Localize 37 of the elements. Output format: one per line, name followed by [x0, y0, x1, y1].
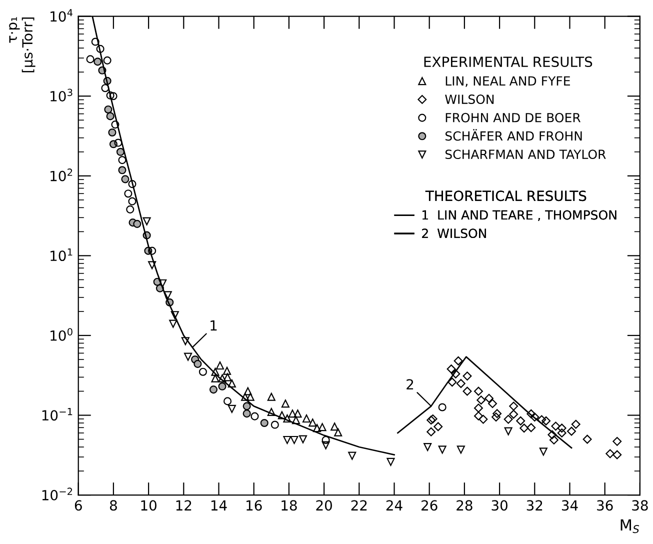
x-tick-label: 16	[246, 500, 262, 511]
y-tick-label: 10$^{0}$	[50, 328, 72, 341]
annotation: 1	[210, 320, 217, 331]
y-tick-label: 10$^{−2}$	[42, 488, 72, 500]
x-tick-label: 18	[282, 500, 297, 511]
legend-label: SCHARFMAN AND TAYLOR	[445, 150, 606, 160]
legend-label: 2 WILSON	[422, 228, 486, 238]
x-tick-label: 14	[211, 500, 227, 510]
y-tick-label: 10$^{1}$	[50, 248, 72, 262]
x-tick-label: 24	[386, 500, 402, 510]
x-tick-label: 12	[176, 500, 192, 510]
x-tick-label: 36	[597, 500, 613, 511]
x-tick-label: 32	[526, 500, 542, 511]
x-tick-label: 34	[562, 500, 578, 511]
x-tick-label: 28	[456, 500, 472, 511]
x-tick-label: 8	[110, 500, 117, 511]
legend-label: FROHN AND DE BOER	[446, 112, 581, 122]
legend-label: LIN, NEAL AND FYFE	[446, 76, 570, 87]
annotation: THEORETICAL RESULTS	[425, 190, 586, 202]
legend-label: WILSON	[445, 94, 494, 104]
x-tick-label: 22	[351, 500, 367, 510]
x-tick-label: 26	[422, 500, 438, 511]
x-tick-label: 38	[632, 500, 648, 511]
y-tick-label: 10$^{2}$	[50, 168, 72, 182]
y-tick-label: 10$^{3}$	[50, 88, 72, 102]
x-tick-label: 30	[492, 500, 508, 511]
y-tick-label: 10$^{4}$	[50, 9, 72, 22]
x-tick-label: 10	[141, 500, 156, 511]
legend-label: 1 LIN AND TEARE , THOMPSON	[422, 210, 616, 221]
y-axis-title: τ·p₁ [µs·Torr]	[9, 17, 36, 72]
annotation: 2	[406, 379, 414, 390]
x-tick-label: 20	[316, 500, 332, 511]
x-tick-label: 6	[74, 500, 82, 511]
legend-label: SCHÄFER AND FROHN	[445, 129, 582, 141]
legend-title: EXPERIMENTAL RESULTS	[424, 56, 592, 68]
x-axis-title: M$_{S}$	[620, 519, 640, 534]
y-tick-label: 10$^{−1}$	[42, 408, 72, 421]
